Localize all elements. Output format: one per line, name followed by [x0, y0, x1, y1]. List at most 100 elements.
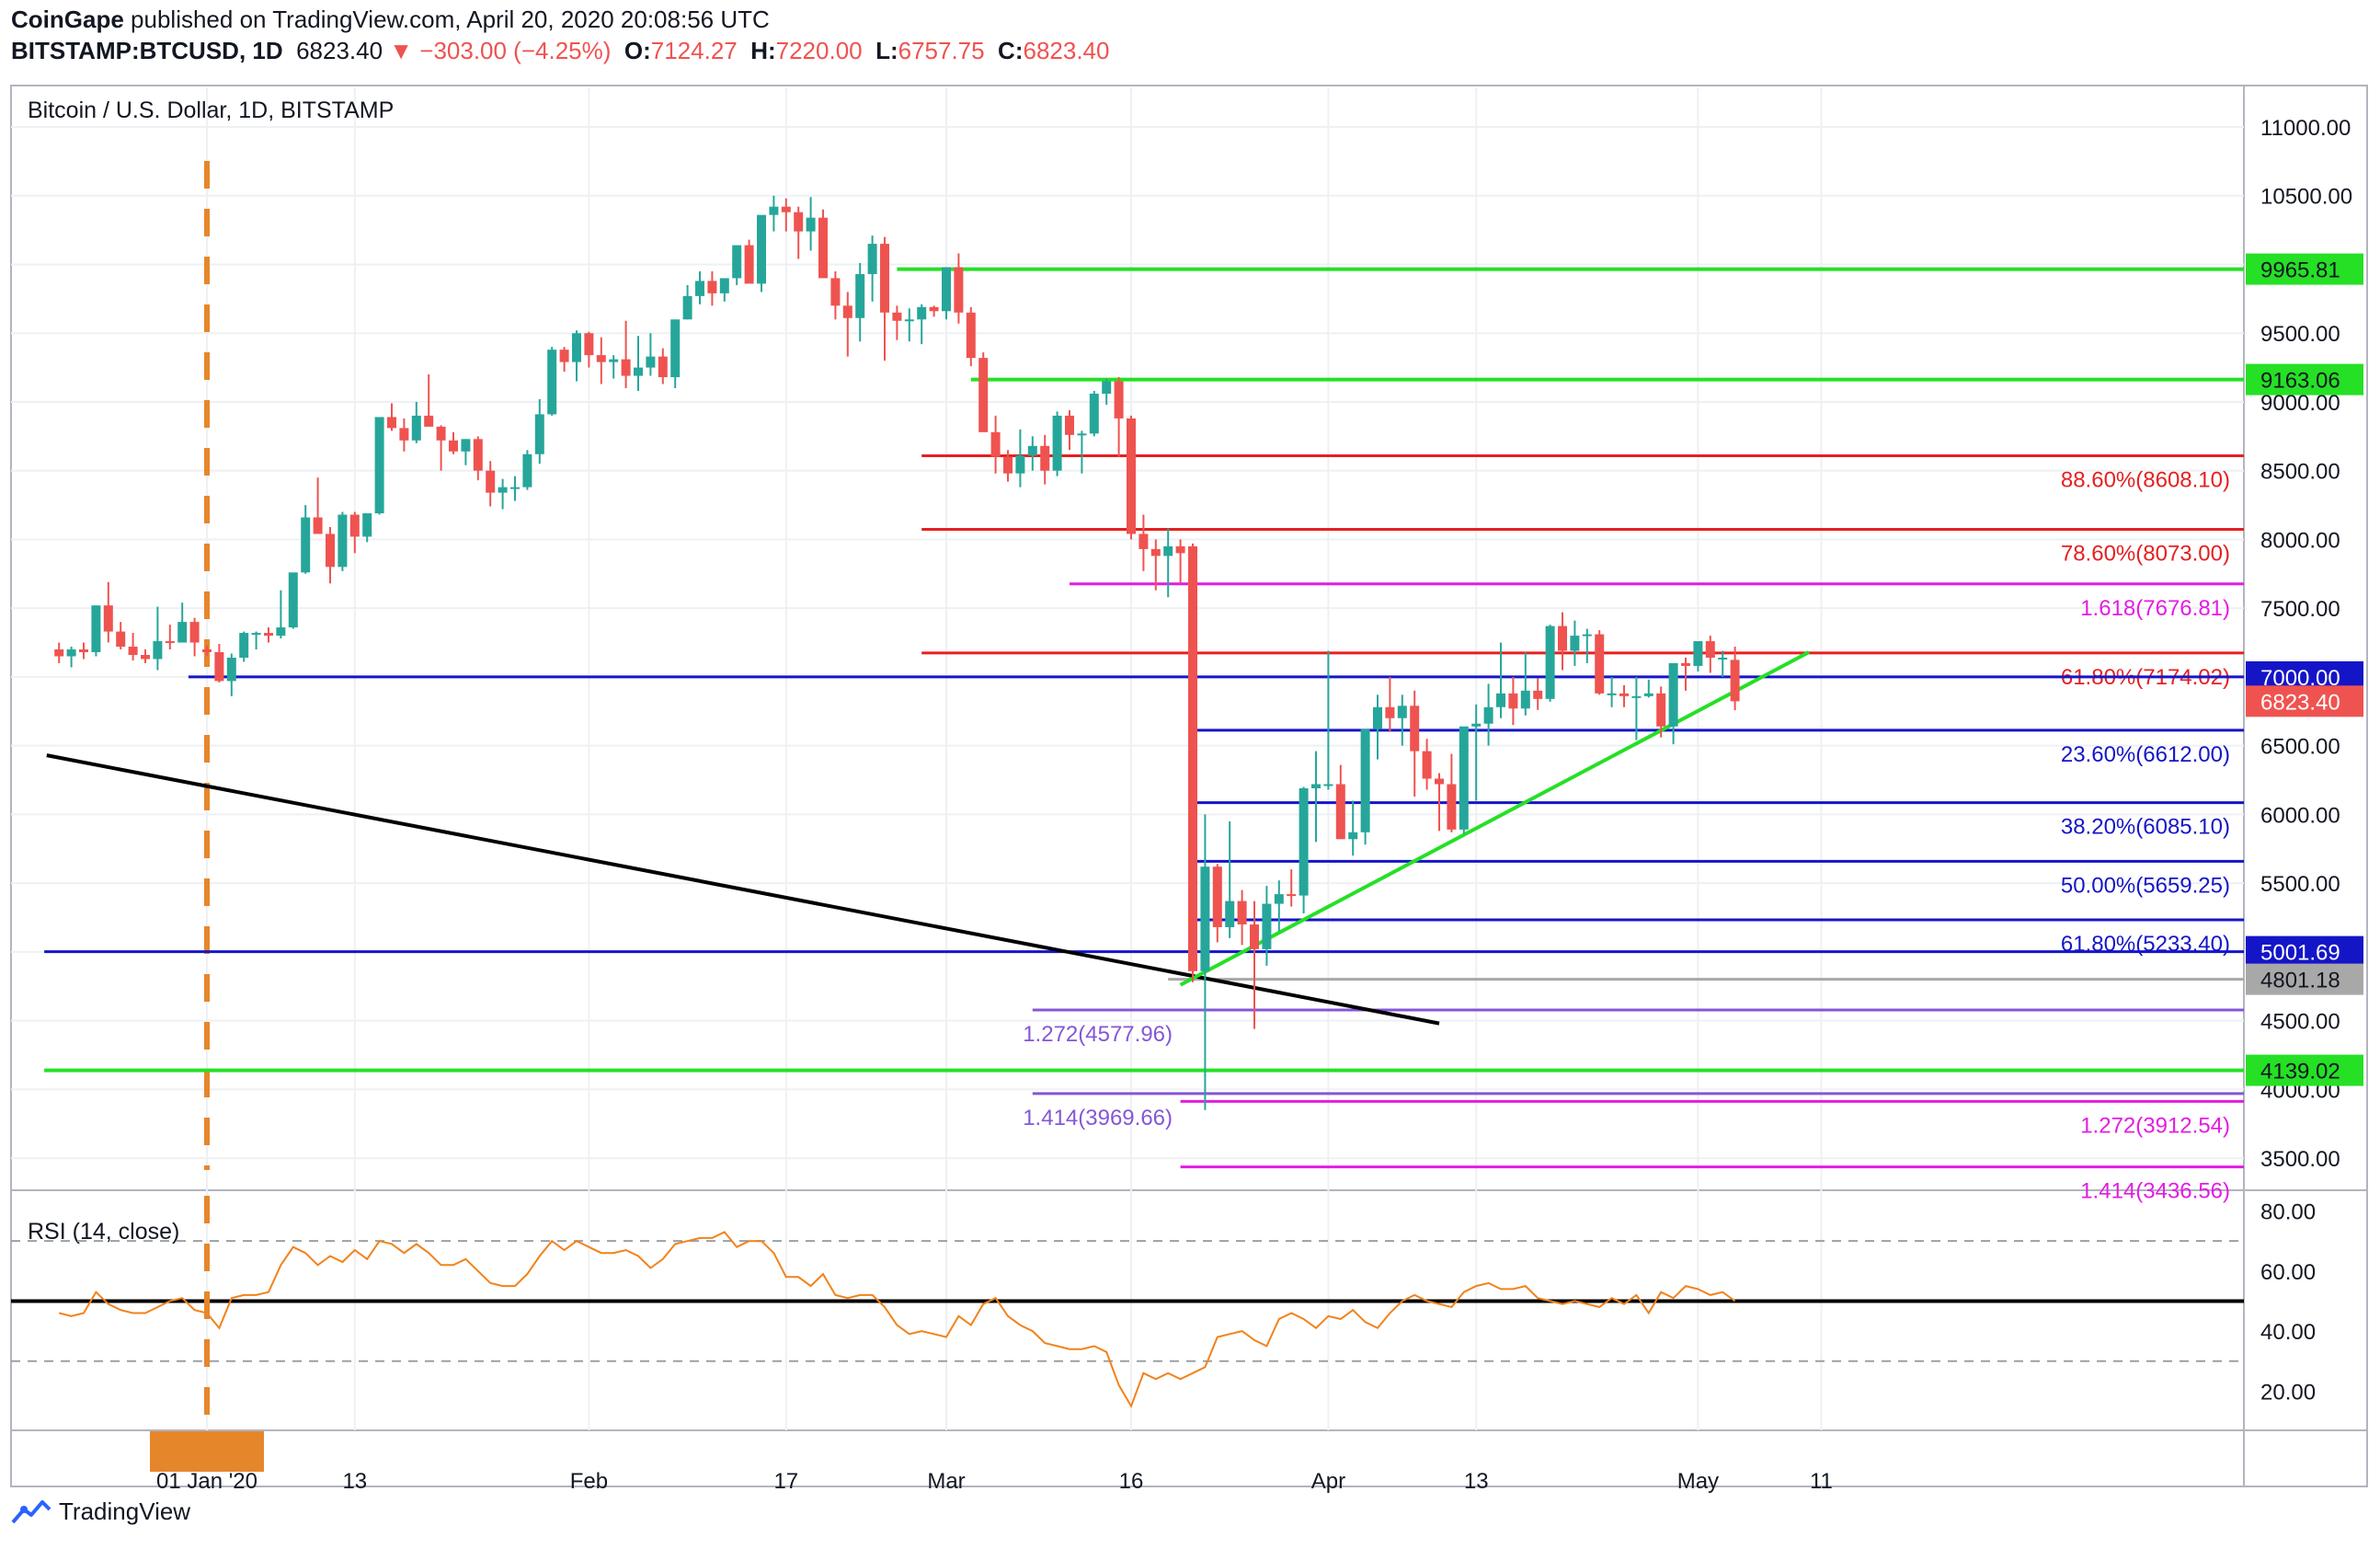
candle-body — [141, 655, 150, 660]
tradingview-footer: TradingView — [11, 1497, 190, 1526]
candle-body — [744, 245, 754, 284]
time-tick-label: May — [1677, 1469, 1719, 1494]
candle-body — [91, 605, 101, 653]
candle-body — [1582, 634, 1592, 637]
candle-body — [226, 657, 236, 682]
candle-body — [867, 244, 877, 274]
candle-body — [1225, 901, 1235, 927]
candle-body — [1668, 662, 1678, 727]
marker-axis-label: 9965.81 — [2260, 258, 2340, 283]
candle-body — [732, 245, 742, 279]
candle-body — [1089, 393, 1099, 434]
marker-label: 1.414(3436.56) — [2080, 1179, 2230, 1204]
candle-body — [239, 633, 249, 658]
candle-body — [116, 631, 126, 648]
candle-body — [153, 641, 163, 660]
candle-body — [830, 278, 841, 306]
candle-body — [461, 439, 471, 452]
candle-body — [1693, 641, 1703, 666]
candle-body — [1212, 866, 1222, 927]
candle-body — [1348, 832, 1358, 840]
marker-label: 1.272(3912.54) — [2080, 1113, 2230, 1138]
candle-body — [1570, 636, 1580, 651]
candle-body — [1730, 660, 1740, 702]
candle-body — [165, 641, 175, 644]
candle-body — [1545, 625, 1555, 699]
candle-body — [719, 278, 729, 293]
high-label: H: — [750, 37, 776, 64]
candle-body — [177, 622, 188, 643]
candle-body — [79, 649, 88, 653]
marker-axis-label: 4801.18 — [2260, 969, 2340, 993]
candle-body — [547, 350, 557, 415]
price-tick-label: 8500.00 — [2260, 460, 2340, 485]
candle-body — [1447, 784, 1457, 830]
rsi-line — [58, 1231, 1736, 1409]
candle-body — [424, 415, 434, 427]
candle-body — [486, 470, 496, 493]
candle-body — [276, 627, 286, 637]
candle-body — [781, 206, 791, 212]
rsi-tick-label: 80.00 — [2260, 1200, 2316, 1225]
candle-body — [682, 295, 692, 320]
time-tick-label: Mar — [927, 1469, 965, 1494]
candle-body — [954, 267, 964, 313]
candle-body — [326, 534, 335, 568]
candle-body — [374, 417, 384, 514]
time-tick-label: 17 — [773, 1469, 798, 1494]
candle-body — [572, 333, 581, 362]
last-price-tag — [2246, 685, 2363, 717]
candle-body — [904, 319, 914, 322]
marker-label: 78.60%(8073.00) — [2061, 542, 2230, 567]
candle-body — [189, 622, 200, 643]
candle-body — [769, 206, 779, 215]
marker-label: 50.00%(5659.25) — [2061, 873, 2230, 898]
price-tick-label: 7500.00 — [2260, 597, 2340, 622]
rsi-tick-label: 40.00 — [2260, 1320, 2316, 1345]
candle-body — [757, 214, 766, 284]
candle-body — [349, 514, 360, 537]
candle-body — [1459, 726, 1469, 830]
candles — [54, 195, 1740, 1110]
marker-label: 38.20%(6085.10) — [2061, 815, 2230, 840]
candle-body — [1360, 729, 1370, 832]
candle-body — [634, 367, 643, 376]
price-tick-label: 9500.00 — [2260, 322, 2340, 347]
candle-body — [1077, 433, 1087, 436]
candle-body — [880, 244, 889, 313]
price-tick-label: 8000.00 — [2260, 528, 2340, 553]
candle-body — [646, 356, 656, 368]
candle-body — [1397, 706, 1407, 718]
candle-body — [1520, 690, 1530, 709]
candle-body — [1163, 545, 1173, 556]
chart-frame — [10, 85, 2368, 1487]
candle-body — [1471, 723, 1482, 727]
time-tick-label: 11 — [1810, 1469, 1833, 1494]
close-label: C: — [998, 37, 1024, 64]
candle-body — [202, 649, 212, 653]
candle-body — [288, 572, 298, 628]
candle-body — [1299, 787, 1309, 896]
candle-body — [411, 415, 421, 441]
candle-body — [1323, 784, 1333, 786]
candle-body — [387, 417, 396, 429]
candle-body — [559, 350, 569, 362]
candle-body — [1483, 706, 1493, 724]
candle-body — [1619, 693, 1629, 696]
symbol-label: BITSTAMP:BTCUSD, 1D — [11, 37, 283, 64]
candle-body — [436, 426, 446, 441]
candle-body — [1643, 693, 1653, 696]
candle-body — [917, 306, 927, 320]
candle-body — [522, 453, 532, 488]
rsi-tick-label: 20.00 — [2260, 1380, 2316, 1405]
candle-body — [214, 652, 224, 682]
marker-axis-tag — [2246, 1054, 2363, 1086]
candle-body — [1175, 545, 1185, 554]
candle-body — [1102, 381, 1112, 394]
time-tick-label: Apr — [1311, 1469, 1345, 1494]
candle-body — [449, 440, 458, 452]
chart-title: Bitcoin / U.S. Dollar, 1D, BITSTAMP — [28, 98, 394, 123]
publisher-name: CoinGape — [11, 6, 124, 33]
candle-body — [978, 358, 989, 432]
